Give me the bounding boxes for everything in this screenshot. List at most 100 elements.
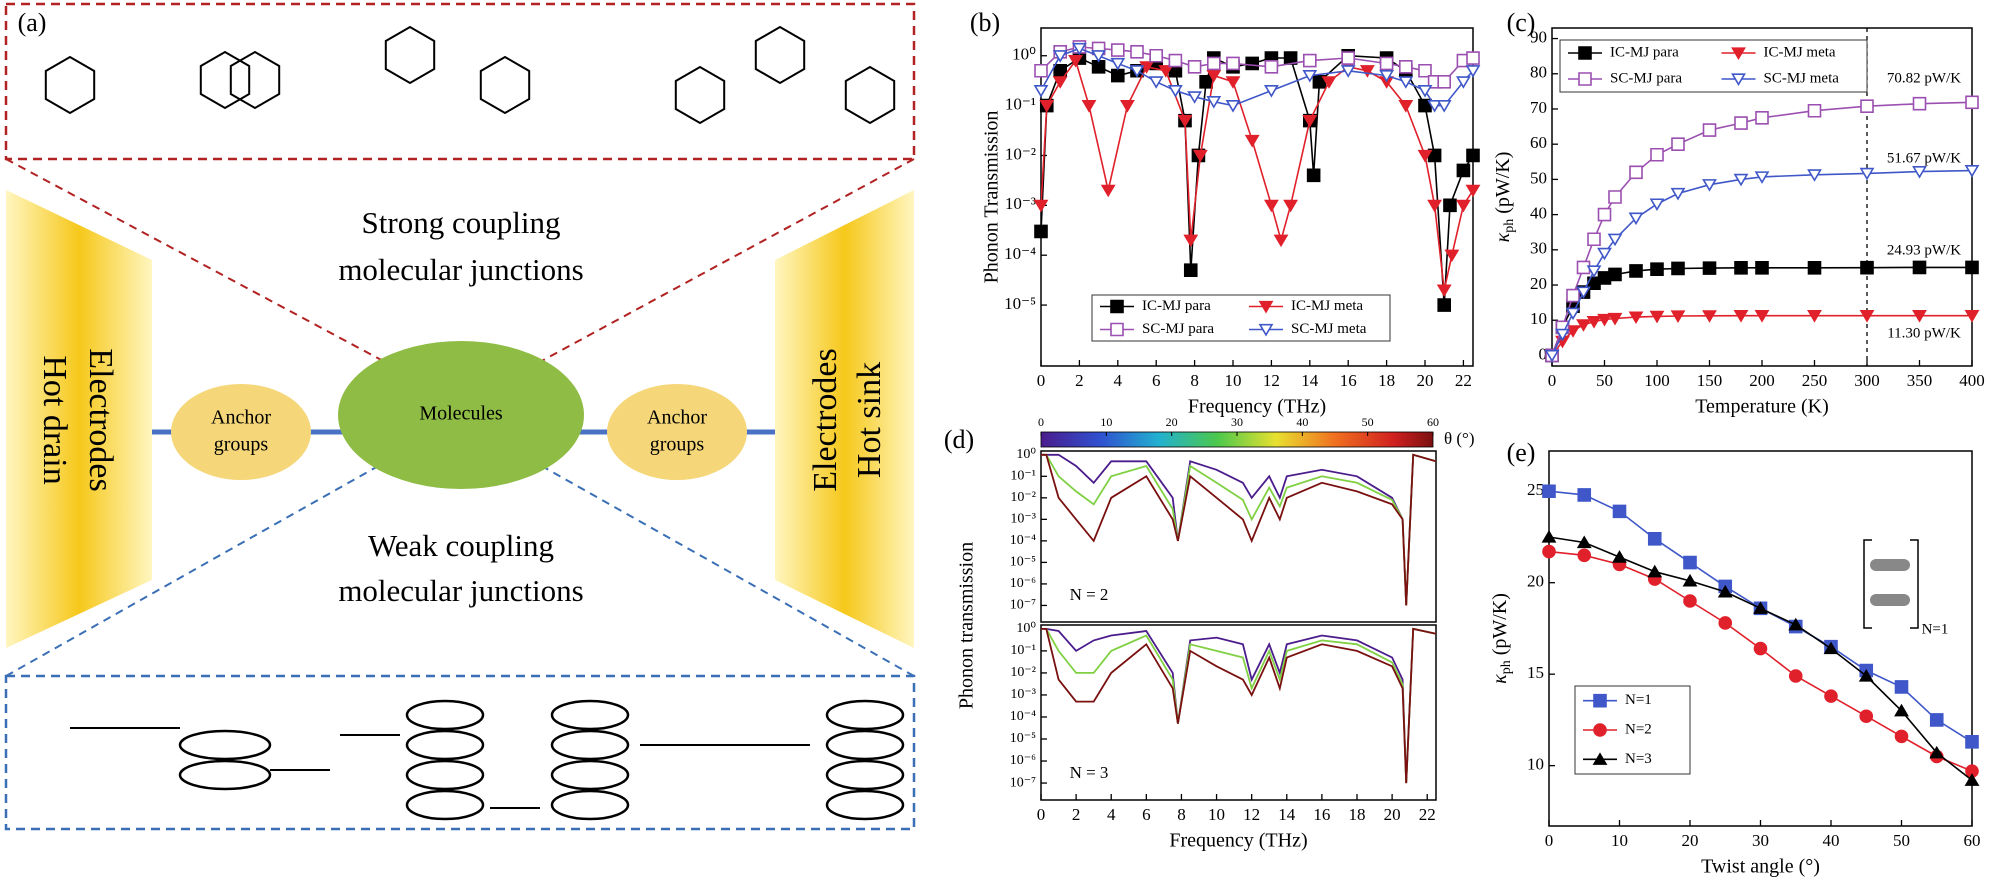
y-tick-label: 40 — [1530, 204, 1547, 223]
marker — [1302, 115, 1318, 128]
marker — [1586, 316, 1602, 329]
marker — [1576, 535, 1592, 549]
y-tick-label: 20 — [1527, 572, 1544, 591]
marker — [1437, 298, 1451, 312]
marker — [1733, 173, 1749, 187]
marker — [1629, 264, 1643, 278]
y-tick-label: 10⁻⁷ — [1010, 775, 1036, 790]
marker — [1608, 267, 1622, 282]
panel-label: (e) — [1507, 438, 1536, 467]
annotation: 51.67 pW/K — [1887, 150, 1961, 166]
marker — [1283, 51, 1298, 65]
marker — [1302, 69, 1318, 83]
legend-label: IC-MJ para — [1142, 298, 1211, 314]
marker — [1576, 319, 1591, 332]
marker — [1717, 584, 1733, 598]
axes-frame — [1040, 624, 1437, 801]
x-tick-label: 30 — [1752, 831, 1769, 850]
strong-text: molecular junctions — [338, 252, 583, 287]
x-tick-label: 18 — [1378, 371, 1395, 390]
marker — [1129, 65, 1145, 78]
marker — [1168, 84, 1183, 98]
x-tick-label: 8 — [1177, 805, 1186, 824]
marker — [1964, 310, 1980, 323]
colorbar-tick-label: 50 — [1362, 415, 1374, 429]
marker — [1577, 488, 1592, 502]
series-line — [1041, 627, 1436, 784]
y-tick-label: 10⁻⁴ — [1010, 533, 1036, 548]
legend-marker — [1258, 300, 1274, 314]
x-tick-label: 2 — [1075, 371, 1084, 390]
marker — [1177, 115, 1193, 128]
marker — [1912, 96, 1927, 111]
marker — [1110, 57, 1126, 71]
marker — [1929, 713, 1944, 727]
marker — [1427, 199, 1442, 213]
y-tick-label: 10⁻⁵ — [1010, 731, 1036, 746]
marker — [1649, 310, 1665, 324]
marker — [1444, 249, 1460, 263]
x-tick-label: 100 — [1644, 371, 1670, 390]
corner-label: N = 2 — [1070, 585, 1109, 604]
marker — [1755, 110, 1769, 125]
y-tick-label: 50 — [1530, 168, 1547, 187]
molecule-sketch — [754, 25, 806, 85]
marker — [1683, 555, 1697, 570]
marker — [1100, 184, 1116, 198]
legend-label: SC-MJ meta — [1291, 321, 1367, 337]
legend-marker — [1592, 752, 1608, 765]
marker — [1577, 548, 1592, 563]
y-tick-label: 10⁻³ — [1005, 194, 1036, 213]
marker — [1168, 53, 1183, 68]
marker — [1754, 171, 1770, 184]
colorbar-tick-label: 30 — [1231, 415, 1243, 429]
marker — [1034, 63, 1048, 78]
marker — [1148, 76, 1164, 89]
marker — [1597, 313, 1612, 327]
x-tick-label: 6 — [1152, 371, 1161, 390]
series-line — [1041, 453, 1436, 606]
legend-marker — [1593, 723, 1607, 737]
marker — [1399, 60, 1413, 74]
marker — [1158, 65, 1174, 78]
y-axis-label: Phonon Transmission — [981, 111, 1003, 284]
molecules — [338, 341, 584, 489]
marker — [1187, 60, 1202, 74]
marker — [1542, 484, 1556, 499]
y-tick-label: 90 — [1530, 27, 1547, 46]
marker — [1360, 65, 1375, 78]
molecule-sketch — [178, 729, 272, 761]
molecule-sketch — [405, 759, 485, 791]
x-tick-label: 6 — [1142, 805, 1151, 824]
marker — [1788, 617, 1804, 631]
marker — [1647, 532, 1662, 546]
y-label-unit: (pW/K) — [1492, 152, 1514, 219]
marker — [1702, 179, 1717, 192]
x-tick-label: 14 — [1301, 371, 1319, 390]
molecule-sketch — [44, 55, 96, 115]
x-tick-label: 16 — [1313, 805, 1330, 824]
marker — [1226, 56, 1240, 71]
marker — [1587, 232, 1601, 247]
marker — [1597, 271, 1612, 285]
marker — [1542, 544, 1556, 559]
strong-box — [4, 2, 916, 161]
marker — [1894, 729, 1909, 744]
anchor-text: Anchor — [647, 407, 707, 429]
marker — [1753, 641, 1768, 656]
guide-line — [524, 158, 915, 371]
marker — [1912, 260, 1927, 275]
marker — [1306, 168, 1321, 183]
y-axis-label: κph (pW/K) — [1489, 593, 1515, 684]
marker — [1398, 100, 1414, 113]
marker — [1912, 310, 1927, 323]
marker — [1859, 310, 1875, 323]
marker — [1555, 328, 1570, 342]
molecule-sketch — [674, 65, 726, 125]
marker — [1427, 148, 1442, 163]
legend-label: IC-MJ para — [1610, 44, 1679, 60]
y-tick-label: 10 — [1527, 755, 1544, 774]
x-tick-label: 14 — [1278, 805, 1296, 824]
marker — [1443, 198, 1457, 213]
x-tick-label: 400 — [1959, 371, 1985, 390]
